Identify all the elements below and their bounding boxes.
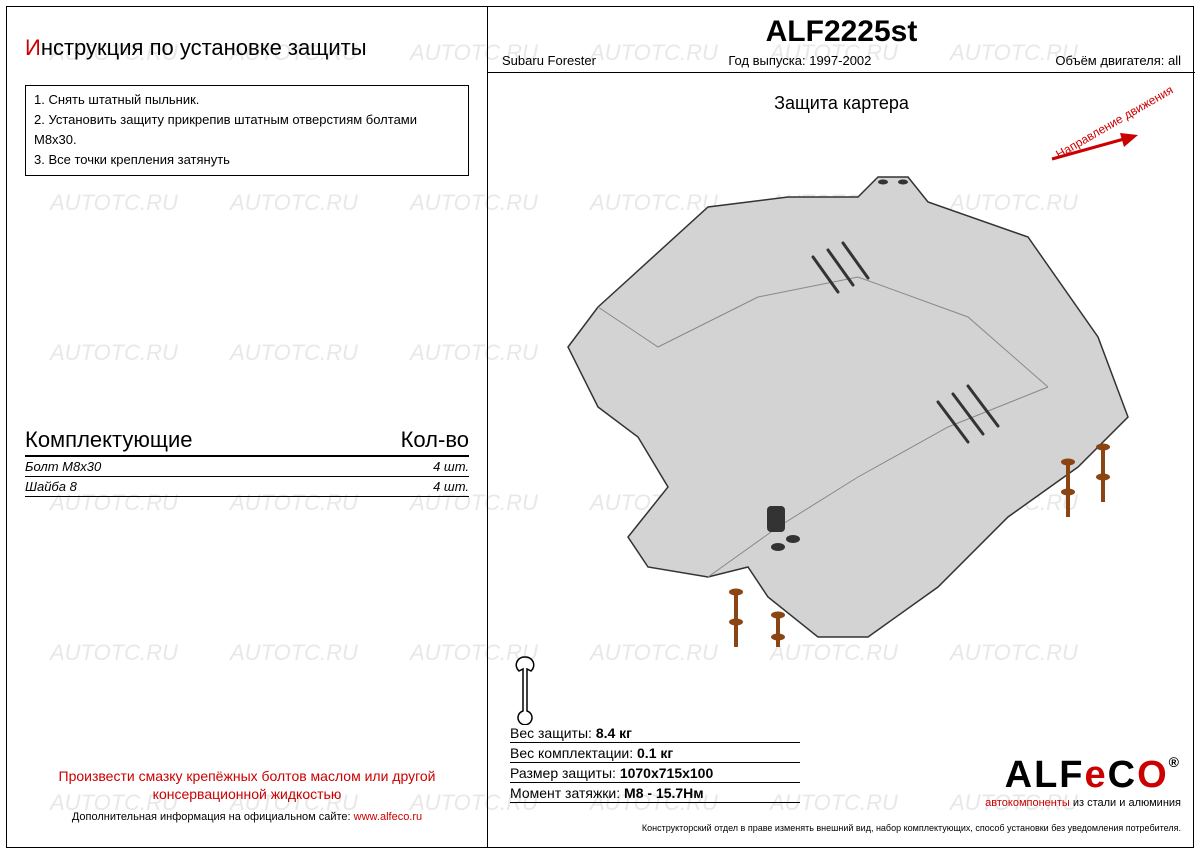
instruction-box: 1. Снять штатный пыльник. 2. Установить … bbox=[25, 85, 469, 176]
component-row: Шайба 8 4 шт. bbox=[25, 477, 469, 497]
components-section: Комплектующие Кол-во Болт М8х30 4 шт. Ша… bbox=[25, 427, 469, 497]
drawing-title: Защита картера bbox=[488, 93, 1195, 114]
year-field: Год выпуска: 1997-2002 bbox=[728, 53, 954, 68]
title-rest: нструкция по установке защиты bbox=[41, 35, 367, 60]
brand-logo: ALFeCO® автокомпоненты из стали и алюмин… bbox=[985, 754, 1181, 809]
component-name: Шайба 8 bbox=[25, 479, 77, 494]
qty-title: Кол-во bbox=[401, 427, 469, 453]
part-code: ALF2225st bbox=[502, 15, 1181, 49]
instruction-step: 3. Все точки крепления затянуть bbox=[34, 150, 460, 170]
instruction-step: 1. Снять штатный пыльник. bbox=[34, 90, 460, 110]
vehicle-name: Subaru Forester bbox=[502, 53, 728, 68]
component-qty: 4 шт. bbox=[433, 479, 469, 494]
right-panel: ALF2225st Subaru Forester Год выпуска: 1… bbox=[487, 7, 1195, 847]
spec-size: Размер защиты: 1070х715х100 bbox=[510, 765, 800, 783]
skid-plate-drawing bbox=[508, 147, 1176, 647]
fine-print: Конструкторский отдел в праве изменять в… bbox=[642, 823, 1181, 833]
wrench-icon bbox=[512, 655, 538, 725]
instruction-step: 2. Установить защиту прикрепив штатным о… bbox=[34, 110, 460, 150]
brand-text: ALFeCO® bbox=[985, 754, 1181, 797]
specs-block: Вес защиты: 8.4 кг Вес комплектации: 0.1… bbox=[510, 725, 800, 805]
extra-info: Дополнительная информация на официальном… bbox=[25, 811, 469, 823]
part-header: ALF2225st Subaru Forester Год выпуска: 1… bbox=[488, 7, 1195, 73]
brand-tagline: автокомпоненты из стали и алюминия bbox=[985, 797, 1181, 809]
spec-kit-weight: Вес комплектации: 0.1 кг bbox=[510, 745, 800, 763]
part-meta: Subaru Forester Год выпуска: 1997-2002 О… bbox=[502, 53, 1181, 68]
instruction-title: Инструкция по установке защиты bbox=[7, 7, 487, 75]
components-header: Комплектующие Кол-во bbox=[25, 427, 469, 457]
spec-weight: Вес защиты: 8.4 кг bbox=[510, 725, 800, 743]
component-name: Болт М8х30 bbox=[25, 459, 101, 474]
extra-info-text: Дополнительная информация на официальном… bbox=[72, 811, 354, 823]
component-qty: 4 шт. bbox=[433, 459, 469, 474]
component-row: Болт М8х30 4 шт. bbox=[25, 457, 469, 477]
components-title: Комплектующие bbox=[25, 427, 192, 453]
left-panel: Инструкция по установке защиты 1. Снять … bbox=[7, 7, 487, 847]
engine-field: Объём двигателя: all bbox=[955, 53, 1181, 68]
extra-info-link: www.alfeco.ru bbox=[354, 811, 422, 823]
lube-warning: Произвести смазку крепёжных болтов масло… bbox=[25, 767, 469, 803]
title-first-char: И bbox=[25, 35, 41, 60]
document-page: Инструкция по установке защиты 1. Снять … bbox=[6, 6, 1194, 848]
spec-torque: Момент затяжки: М8 - 15.7Нм bbox=[510, 785, 800, 803]
